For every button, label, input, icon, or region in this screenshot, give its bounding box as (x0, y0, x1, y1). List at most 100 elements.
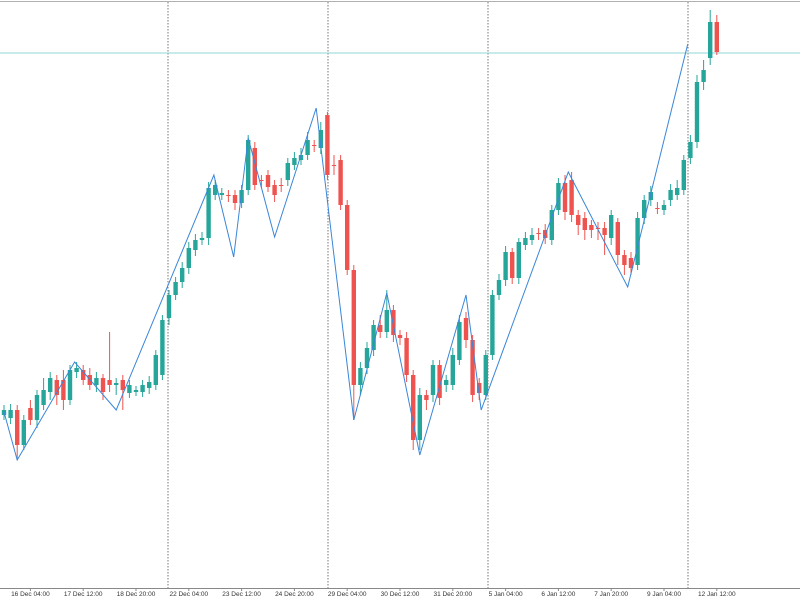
candle-body (556, 183, 561, 210)
candle-body (28, 408, 33, 420)
candle-body (602, 228, 607, 235)
candle-body (411, 375, 416, 440)
candle-body (450, 355, 455, 385)
candle-body (279, 185, 284, 186)
candle-body (67, 370, 73, 400)
candle-body (312, 145, 317, 146)
candle-body (668, 190, 673, 200)
candle-body (609, 215, 614, 238)
candle-body (318, 130, 323, 148)
candle-body (338, 160, 343, 205)
candle-body (34, 395, 40, 420)
candle-body (430, 365, 436, 395)
candle-body (305, 140, 310, 155)
candle-body (259, 180, 264, 181)
candle-body (391, 310, 396, 335)
candle-body (325, 115, 330, 175)
candle-body (549, 210, 554, 240)
candle-body (378, 325, 383, 332)
candle-body (615, 222, 620, 255)
candle-body (490, 295, 495, 355)
x-tick-label: 17 Dec 12:00 (64, 591, 103, 598)
candle-body (628, 258, 634, 268)
candle-body (21, 420, 26, 445)
candle-body (147, 382, 152, 388)
x-tick-label: 18 Dec 20:00 (117, 591, 156, 598)
candle-body (193, 240, 198, 250)
candle-body (642, 200, 647, 218)
candle-body (272, 185, 277, 195)
candle-body (582, 218, 587, 230)
candle-body (714, 22, 719, 52)
candle-body (54, 380, 59, 395)
candle-body (417, 395, 422, 440)
candle-body (133, 390, 139, 392)
candle-body (345, 205, 350, 270)
candle-body (153, 355, 158, 385)
candle-body (404, 338, 409, 375)
candle-body (622, 255, 627, 265)
candle-body (15, 410, 20, 445)
candle-body (384, 310, 389, 332)
candle-body (114, 383, 119, 385)
x-tick-label: 16 Dec 04:00 (11, 591, 50, 598)
candle-body (41, 390, 46, 405)
x-tick-label: 6 Jan 12:00 (541, 591, 575, 598)
candle-body (160, 320, 165, 375)
candle-body (688, 142, 693, 158)
candle-body (298, 155, 304, 160)
x-tick-label: 9 Jan 04:00 (647, 591, 681, 598)
candle-body (219, 193, 224, 195)
candle-body (503, 252, 508, 280)
candle-body (562, 183, 568, 212)
candle-body (529, 235, 535, 240)
x-tick-label: 30 Dec 12:00 (381, 591, 420, 598)
candle-body (331, 165, 337, 166)
x-tick-label: 24 Dec 20:00 (275, 591, 314, 598)
candle-body (186, 248, 191, 268)
candle-body (166, 295, 172, 318)
candle-body (371, 325, 376, 350)
candle-body (397, 335, 403, 338)
candle-body (107, 380, 112, 385)
x-tick-label: 12 Jan 12:00 (698, 591, 736, 598)
candle-body (74, 368, 79, 372)
candle-body (694, 82, 700, 142)
candle-body (470, 340, 475, 395)
candle-body (127, 385, 132, 393)
candle-body (48, 378, 53, 392)
candle-body (444, 380, 449, 385)
x-tick-label: 22 Dec 04:00 (169, 591, 208, 598)
candle-body (569, 180, 574, 215)
candle-body (463, 318, 469, 340)
candle-body (199, 238, 205, 240)
candle-body (437, 365, 442, 398)
candle-body (510, 252, 515, 278)
candle-body (292, 158, 297, 165)
x-tick-label: 31 Dec 20:00 (433, 591, 472, 598)
candle-body (180, 268, 185, 282)
candle-body (61, 380, 66, 400)
candle-body (661, 205, 667, 210)
zigzag-line (3, 43, 689, 462)
candle-body (94, 378, 99, 385)
candle-body (424, 395, 429, 400)
candle-body (477, 383, 482, 393)
candle-body (576, 215, 581, 225)
candle-body (523, 238, 528, 245)
candle-body (226, 195, 231, 196)
candle-body (708, 22, 713, 58)
candle-body (120, 380, 125, 390)
candle-body (536, 233, 541, 234)
candle-body (265, 175, 271, 187)
candle-body (351, 270, 356, 385)
candle-body (648, 192, 653, 200)
candle-body (675, 188, 680, 195)
candle-body (496, 280, 502, 295)
x-tick-label: 23 Dec 12:00 (222, 591, 261, 598)
x-tick-label: 7 Jan 20:00 (594, 591, 628, 598)
candle-body (246, 140, 251, 190)
candle-body (681, 160, 686, 190)
